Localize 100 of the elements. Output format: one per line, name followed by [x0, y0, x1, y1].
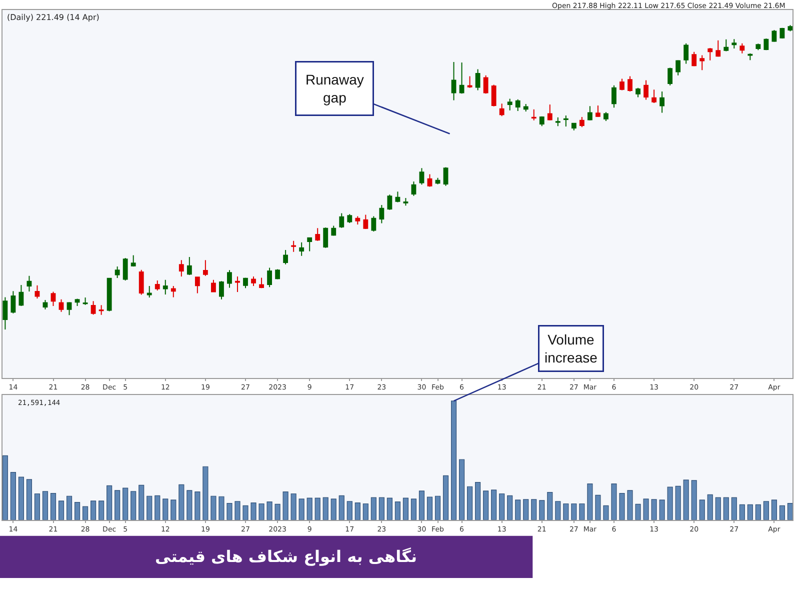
candlestick	[451, 61, 456, 101]
candlestick	[395, 191, 400, 203]
bar	[298, 498, 304, 520]
candlestick	[371, 216, 376, 232]
bar	[659, 500, 665, 520]
bar	[82, 506, 88, 520]
bar	[98, 500, 104, 520]
candlestick	[66, 302, 72, 316]
candlestick	[2, 296, 8, 330]
bar	[635, 504, 641, 520]
candlestick	[531, 108, 536, 121]
bar	[330, 498, 336, 520]
text: (Daily) 221.49 (14 Apr)	[7, 13, 100, 22]
candlestick	[315, 228, 320, 242]
bar	[210, 496, 216, 520]
bar	[250, 502, 256, 520]
text: Volume increase	[544, 332, 598, 366]
candlestick	[227, 270, 232, 288]
bar	[58, 500, 64, 520]
candlestick	[499, 103, 504, 117]
candlestick	[34, 284, 40, 299]
candlestick	[186, 256, 192, 276]
bar	[362, 503, 368, 520]
candlestick	[612, 84, 616, 108]
annotation: Runaway gap	[306, 72, 364, 106]
candlestick	[595, 104, 600, 118]
candlestick	[459, 62, 464, 94]
bar	[523, 499, 529, 520]
bar	[402, 498, 408, 520]
candlestick	[636, 87, 640, 98]
candlestick	[427, 174, 432, 188]
candlestick	[90, 300, 96, 316]
bar	[491, 490, 497, 520]
candlestick	[194, 276, 200, 294]
bar	[146, 496, 152, 520]
candlestick	[26, 275, 32, 292]
bar	[699, 500, 705, 520]
bar	[475, 482, 481, 520]
candlestick	[748, 52, 753, 61]
bar	[691, 480, 697, 520]
candlestick	[419, 168, 424, 186]
bar	[50, 492, 56, 520]
bar	[34, 493, 40, 520]
bar	[763, 501, 769, 520]
bar	[627, 490, 633, 520]
bar	[483, 490, 489, 520]
candlestick	[668, 67, 673, 86]
candlestick	[724, 38, 729, 52]
bar	[266, 502, 272, 520]
bar	[643, 498, 649, 520]
candlestick	[235, 276, 240, 293]
candlestick	[579, 116, 584, 128]
bar	[386, 498, 392, 520]
bar	[194, 492, 200, 520]
candlestick	[507, 98, 512, 111]
bar	[226, 502, 232, 520]
bar	[154, 495, 160, 520]
bar	[282, 492, 288, 520]
bar	[162, 498, 168, 520]
bar	[66, 496, 72, 520]
candlestick	[82, 297, 88, 306]
bar	[418, 490, 425, 520]
bar	[667, 486, 673, 520]
candlestick	[403, 198, 408, 206]
candlestick	[620, 78, 624, 91]
bar	[114, 490, 120, 520]
candlestick	[283, 250, 288, 265]
candlestick	[660, 90, 665, 114]
bar	[563, 503, 569, 520]
bar	[787, 502, 793, 520]
candlestick	[170, 285, 176, 298]
bar	[442, 475, 449, 520]
bar	[747, 504, 753, 520]
candlestick	[146, 285, 152, 298]
candlestick	[684, 42, 689, 64]
bar	[555, 501, 561, 520]
bar	[434, 496, 441, 520]
bar	[122, 488, 128, 520]
bar	[571, 503, 577, 520]
bar	[651, 499, 657, 520]
candlestick	[740, 42, 745, 54]
bar	[595, 494, 601, 520]
bar	[74, 502, 80, 520]
candlestick	[587, 106, 592, 121]
bar	[499, 493, 505, 520]
candlestick	[443, 166, 448, 186]
candlestick	[780, 27, 785, 40]
candlestick	[299, 242, 304, 256]
candlestick	[700, 54, 705, 71]
candlestick	[202, 260, 208, 276]
candlestick	[307, 237, 312, 252]
candlestick	[363, 214, 368, 230]
candlestick	[50, 291, 56, 307]
candlestick	[491, 84, 496, 107]
candlestick	[138, 269, 144, 296]
candlestick	[411, 181, 416, 196]
candlestick	[732, 38, 737, 50]
candlestick	[130, 254, 136, 267]
candlestick	[379, 204, 384, 224]
bar	[539, 500, 545, 520]
